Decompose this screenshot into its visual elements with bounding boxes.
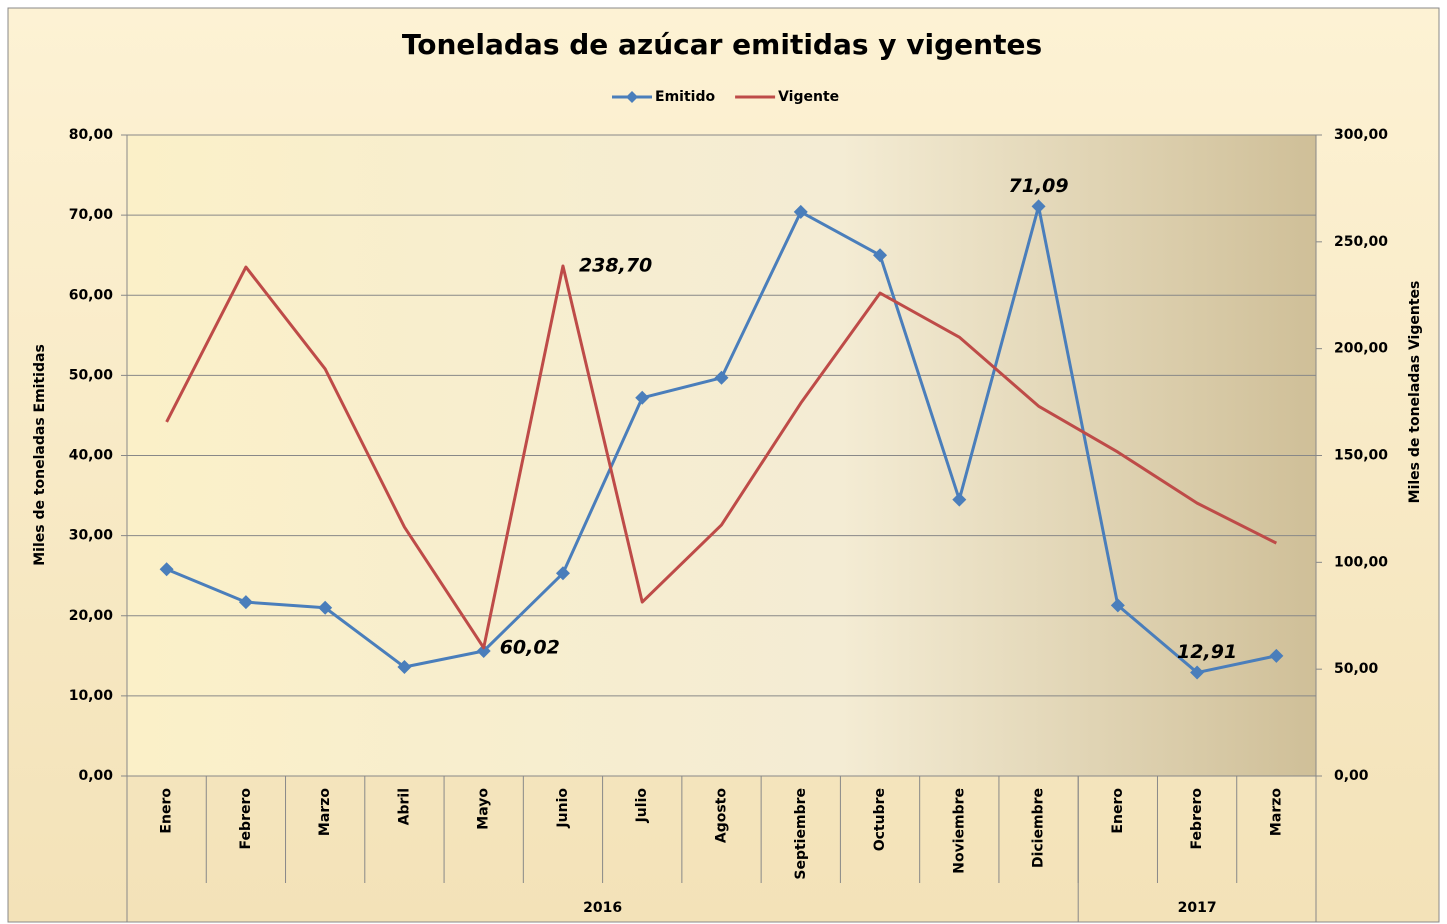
y-tick-label: 30,00	[69, 528, 114, 544]
data-label: 71,09	[1009, 175, 1069, 197]
y-tick-label: 40,00	[69, 448, 114, 464]
data-point	[476, 644, 491, 659]
x-tick-label: Enero	[1110, 788, 1126, 834]
y2-tick-label: 150,00	[1334, 448, 1388, 464]
data-point	[318, 600, 333, 615]
legend-label: Emitido	[655, 89, 715, 105]
x-tick-label: Mayo	[476, 788, 492, 830]
legend-marker	[626, 91, 638, 103]
x-tick-label: Febrero	[238, 788, 254, 850]
data-label: 238,70	[579, 254, 652, 276]
x-tick-label: Abril	[396, 788, 412, 825]
series-line	[165, 264, 1278, 650]
x-tick-label: Octubre	[872, 788, 888, 851]
x-tick-label: Enero	[159, 788, 175, 834]
x-tick-label: Diciembre	[1031, 788, 1047, 868]
data-point	[714, 370, 729, 385]
y-tick-label: 70,00	[69, 207, 114, 223]
data-label: 60,02	[500, 636, 560, 658]
y2-tick-label: 250,00	[1334, 234, 1388, 250]
group-label: 2016	[583, 900, 622, 916]
data-point	[397, 660, 412, 675]
y-tick-label: 60,00	[69, 287, 114, 303]
y-tick-label: 10,00	[69, 688, 114, 704]
y-tick-label: 20,00	[69, 608, 114, 624]
x-tick-label: Junio	[555, 788, 571, 829]
chart-title: Toneladas de azúcar emitidas y vigentes	[402, 28, 1042, 61]
data-point	[238, 595, 253, 610]
y2-tick-label: 300,00	[1334, 127, 1388, 143]
data-point	[159, 562, 174, 577]
y2-tick-label: 50,00	[1334, 661, 1379, 677]
y2-tick-label: 100,00	[1334, 554, 1388, 570]
x-tick-label: Noviembre	[951, 788, 967, 874]
y-tick-label: 0,00	[78, 768, 113, 784]
y-tick-label: 80,00	[69, 127, 114, 143]
data-point	[635, 390, 650, 405]
x-tick-label: Febrero	[1189, 788, 1205, 850]
legend-label: Vigente	[778, 89, 839, 105]
y-tick-label: 50,00	[69, 367, 114, 383]
data-point	[1190, 665, 1205, 680]
x-tick-label: Marzo	[1268, 788, 1284, 836]
data-point	[952, 492, 967, 507]
data-label: 12,91	[1177, 641, 1237, 663]
x-tick-label: Septiembre	[793, 788, 809, 880]
x-tick-label: Agosto	[714, 788, 730, 844]
data-point	[1031, 199, 1046, 214]
y2-tick-label: 0,00	[1334, 768, 1369, 784]
x-tick-label: Marzo	[317, 788, 333, 836]
group-label: 2017	[1178, 900, 1217, 916]
y2-tick-label: 200,00	[1334, 341, 1388, 357]
data-point	[873, 248, 888, 263]
data-point	[1269, 648, 1284, 663]
data-point	[793, 204, 808, 219]
y-axis-title: Miles de toneladas Emitidas	[32, 344, 48, 566]
data-point	[1110, 598, 1125, 613]
data-point	[555, 566, 570, 581]
x-tick-label: Julio	[634, 788, 650, 824]
y2-axis-title: Miles de toneladas Vigentes	[1407, 281, 1423, 504]
